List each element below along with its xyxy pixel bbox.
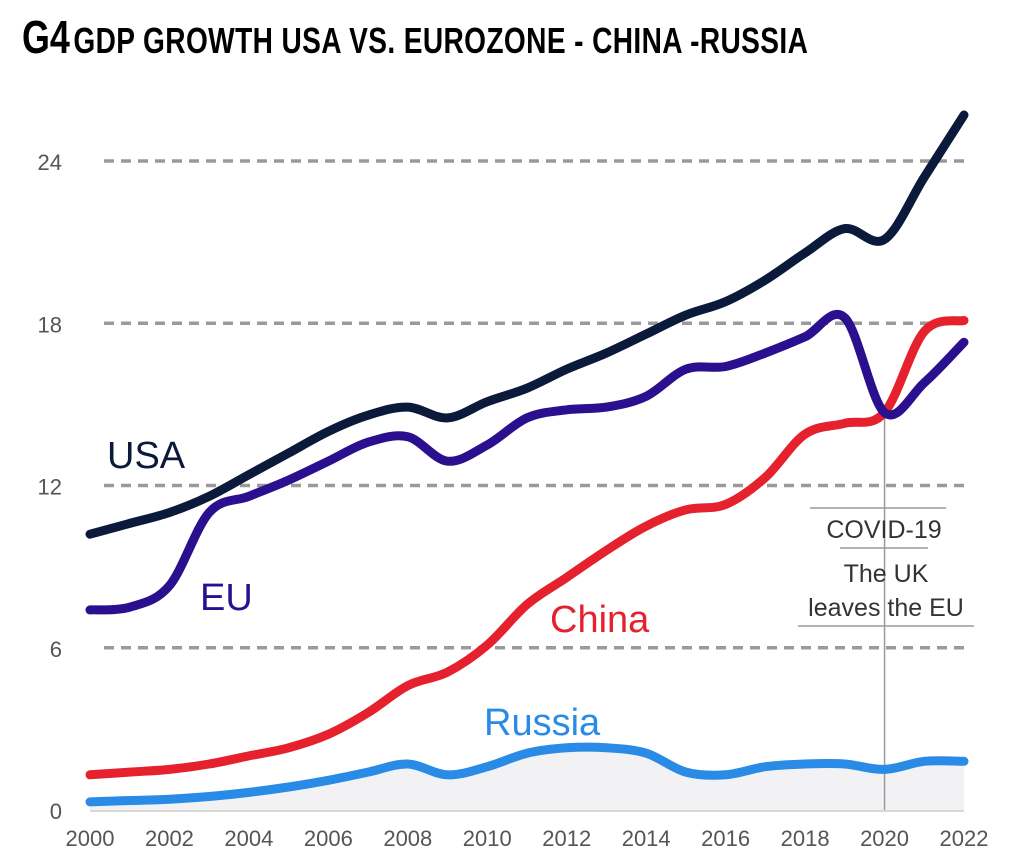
y-tick-label: 6 bbox=[50, 637, 62, 662]
chart-title-main: GDP GROWTH USA VS. EUROZONE - CHINA -RUS… bbox=[73, 20, 809, 61]
x-tick-label: 2000 bbox=[66, 826, 115, 851]
annotation-text: The UK bbox=[844, 560, 929, 588]
series-line-usa bbox=[85, 110, 969, 539]
x-tick-label: 2012 bbox=[542, 826, 591, 851]
x-tick-label: 2014 bbox=[622, 826, 671, 851]
chart-title-prefix: G4 bbox=[22, 11, 70, 63]
x-tick-label: 2008 bbox=[383, 826, 432, 851]
russia-area-fill bbox=[90, 747, 964, 810]
series-label-eu: EU bbox=[200, 577, 253, 619]
y-tick-label: 24 bbox=[38, 150, 62, 175]
x-tick-label: 2020 bbox=[860, 826, 909, 851]
chart-title: G4 GDP GROWTH USA VS. EUROZONE - CHINA -… bbox=[22, 10, 808, 72]
x-tick-label: 2004 bbox=[224, 826, 273, 851]
series-label-china: China bbox=[550, 599, 650, 641]
series-label-russia: Russia bbox=[484, 702, 601, 744]
x-tick-label: 2002 bbox=[145, 826, 194, 851]
series-label-usa: USA bbox=[107, 435, 186, 477]
x-tick-label: 2006 bbox=[304, 826, 353, 851]
x-tick-label: 2010 bbox=[463, 826, 512, 851]
series-line-china bbox=[85, 316, 969, 780]
annotation-text: leaves the EU bbox=[808, 594, 964, 622]
annotation-text: COVID-19 bbox=[826, 516, 941, 544]
y-tick-label: 12 bbox=[38, 475, 62, 500]
x-tick-label: 2016 bbox=[701, 826, 750, 851]
series-line-eu bbox=[85, 310, 969, 615]
x-tick-label: 2018 bbox=[781, 826, 830, 851]
y-tick-label: 18 bbox=[38, 312, 62, 337]
series-line-russia bbox=[85, 742, 969, 807]
x-tick-label: 2022 bbox=[940, 826, 989, 851]
y-tick-label: 0 bbox=[50, 799, 62, 824]
